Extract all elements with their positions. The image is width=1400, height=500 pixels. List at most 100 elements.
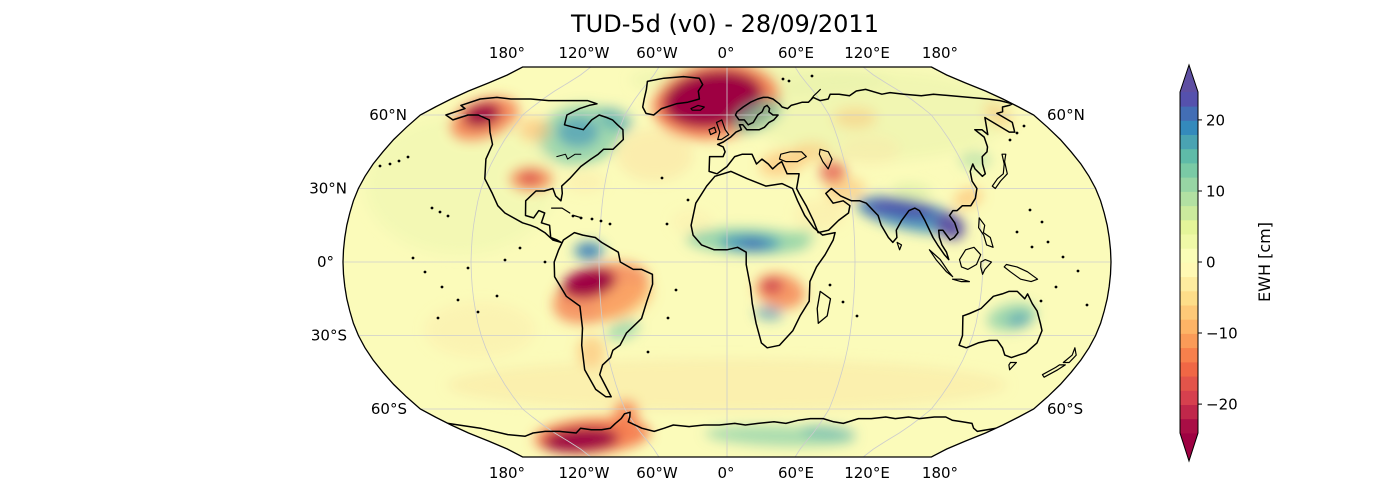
island-speck: [665, 222, 669, 226]
island-speck: [1022, 124, 1026, 128]
anomaly-south-china-orange: [953, 188, 983, 208]
island-speck: [423, 270, 427, 274]
lat-label-left-1: 30°N: [309, 180, 347, 198]
coastline-new-zealand-north: [1062, 347, 1077, 364]
lon-label-bottom-0: 180°: [489, 464, 525, 482]
anomaly-arabia-tint: [795, 200, 845, 230]
coastline-north-america: [445, 96, 625, 244]
anomaly-sudan-teal: [786, 228, 816, 246]
island-speck: [350, 158, 354, 162]
colorbar-step: [1180, 163, 1198, 178]
island-speck: [466, 266, 470, 270]
island-speck: [456, 298, 460, 302]
anomaly-congo-core: [762, 280, 782, 292]
colorbar-step: [1180, 262, 1198, 278]
colorbar-over-arrow: [1180, 65, 1198, 92]
island-speck: [1030, 245, 1034, 249]
lon-label-bottom-1: 120°W: [559, 464, 610, 482]
gridline-lon--120: [470, 67, 592, 457]
coastline-great-lakes: [556, 153, 582, 160]
island-speck: [406, 155, 410, 159]
island-speck: [411, 256, 415, 260]
island-speck: [368, 163, 372, 167]
island-speck: [571, 214, 575, 218]
colorbar-step: [1180, 347, 1198, 363]
anomaly-hudson-bay-blue: [557, 117, 599, 147]
island-speck: [397, 159, 401, 163]
island-speck: [666, 316, 670, 320]
colorbar-tick-label-4: −20: [1206, 396, 1238, 414]
colorbar-step: [1180, 362, 1198, 377]
colorbar-tick-label-3: −10: [1206, 325, 1238, 343]
anomaly-central-asia-tint: [840, 135, 900, 165]
lon-label-top-5: 120°E: [844, 44, 890, 62]
colorbar-step: [1180, 134, 1198, 150]
anomaly-west-canada-orange: [518, 118, 550, 142]
lat-label-left-0: 60°N: [369, 106, 407, 124]
island-speck: [503, 258, 507, 262]
island-speck: [543, 260, 547, 264]
colorbar-step: [1180, 148, 1198, 164]
island-speck: [1061, 255, 1065, 259]
island-speck: [378, 164, 382, 168]
colorbar-step: [1180, 276, 1198, 292]
colorbar-step: [1180, 333, 1198, 349]
plot-title: TUD-5d (v0) - 28/09/2011: [570, 10, 879, 38]
gridline-lon-60: [794, 67, 856, 457]
anomaly-colombia-core: [581, 247, 595, 255]
colorbar-step: [1180, 290, 1198, 306]
gridline-lon-120: [862, 67, 984, 457]
colorbar-step: [1180, 106, 1198, 121]
coastline-africa: [690, 170, 836, 349]
anomaly-amazon-core: [562, 268, 616, 298]
lon-label-top-4: 60°E: [778, 44, 814, 62]
island-speck: [436, 316, 440, 320]
island-speck: [440, 285, 444, 289]
coastline-borneo: [958, 246, 982, 270]
anomaly-east-antarctica-teal2: [800, 424, 856, 440]
lon-label-top-2: 60°W: [636, 44, 678, 62]
island-speck: [855, 314, 859, 318]
anomaly-nw-india-purple: [864, 199, 892, 215]
lat-label-left-3: 30°S: [311, 327, 347, 345]
island-speck: [438, 210, 442, 214]
island-speck: [660, 176, 664, 180]
colorbar-step: [1180, 248, 1198, 263]
graticule: [343, 67, 1111, 457]
island-speck: [579, 216, 583, 220]
island-speck: [1046, 240, 1050, 244]
anomaly-n-atlantic-tint: [617, 129, 693, 181]
colorbar-step: [1180, 376, 1198, 391]
anomaly-us-central-core: [520, 172, 540, 184]
island-speck: [446, 214, 450, 218]
coastline-tasmania: [1008, 361, 1017, 371]
anomaly-iran-orange: [825, 177, 865, 203]
colorbar-step: [1180, 234, 1198, 249]
coastline-new-guinea: [1003, 263, 1039, 283]
anomaly-australia-blue: [1007, 312, 1031, 328]
colorbar-step: [1180, 120, 1198, 135]
island-speck: [1015, 131, 1019, 135]
coastline-philippines: [978, 217, 994, 248]
colorbar-step: [1180, 177, 1198, 192]
colorbar-outline: [1179, 63, 1199, 463]
coastline-new-zealand-south: [1041, 364, 1066, 378]
colorbar-step: [1180, 305, 1198, 320]
island-speck: [646, 350, 650, 354]
coastline-great-britain: [715, 119, 730, 141]
colorbar-step: [1180, 390, 1198, 405]
anomaly-siberia-orange: [833, 107, 877, 129]
anomaly-blobs: [365, 67, 1037, 455]
lon-label-bottom-3: 0°: [717, 464, 734, 482]
lat-label-left-4: 60°S: [371, 400, 407, 418]
island-speck: [781, 77, 785, 81]
island-speck: [1040, 220, 1044, 224]
island-speck: [787, 79, 791, 83]
colorbar-under-arrow: [1180, 433, 1198, 461]
anomaly-sahel-blue-core: [740, 239, 766, 249]
coastline-antarctica: [447, 411, 997, 437]
island-speck: [476, 310, 480, 314]
island-speck: [841, 300, 845, 304]
